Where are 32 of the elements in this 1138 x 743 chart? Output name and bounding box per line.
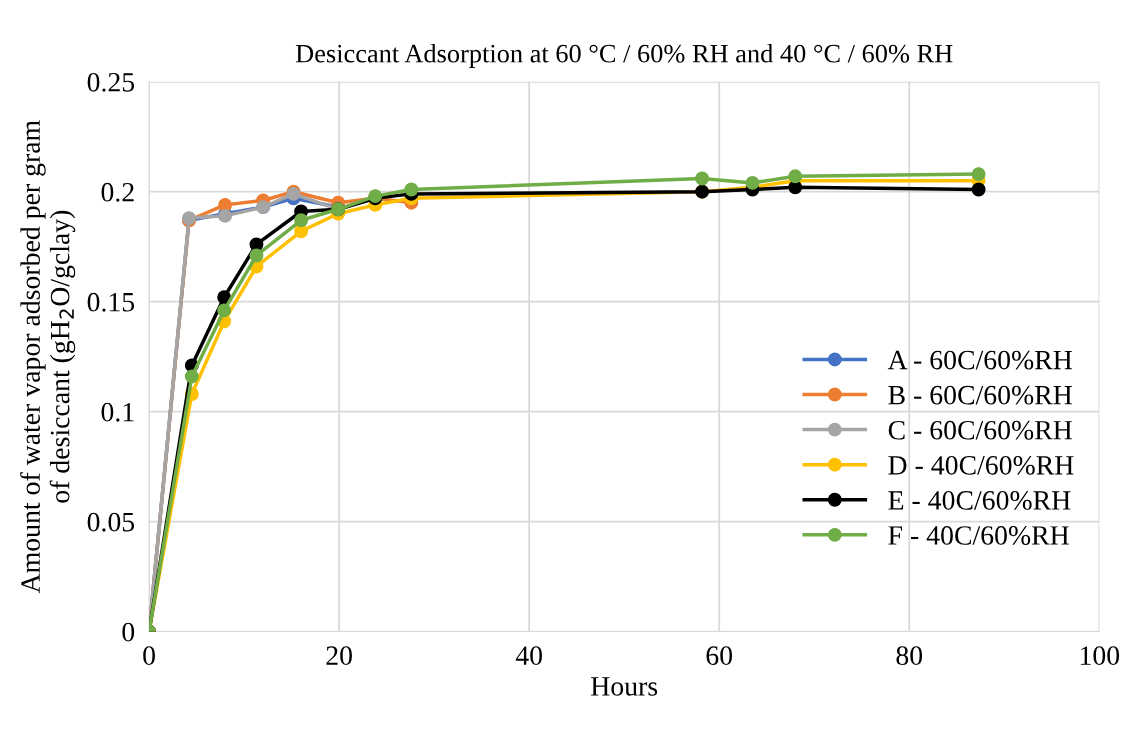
point [971, 182, 986, 197]
x-tick-label: 40 [515, 646, 542, 665]
x-tick-label: 80 [896, 646, 923, 665]
point [745, 175, 760, 190]
y-tick-label: 0.25 [87, 72, 135, 92]
x-tick-label: 20 [326, 646, 352, 665]
y-tick-label: 0.05 [87, 512, 135, 532]
point [695, 171, 710, 186]
legend-label: E - 40C/60%RH [888, 491, 1071, 510]
point [404, 182, 419, 197]
x-tick-label: 0 [143, 646, 155, 665]
y-tick-label: 0.1 [101, 402, 134, 422]
x-axis-title: Hours [591, 677, 658, 696]
chart-title: Desiccant Adsorption at 60 °C / 60% RH and 40 °C / 60% RH [295, 43, 953, 68]
y-tick-label: 0.2 [101, 182, 134, 202]
point [788, 169, 803, 184]
legend-label: A - 60C/60%RH [887, 350, 1072, 370]
y-tick-label: 0.15 [87, 292, 135, 312]
legend-label: F - 40C/60%RH [888, 526, 1069, 545]
point [971, 167, 986, 182]
point [217, 290, 232, 305]
legend-label: D - 40C/60%RH [888, 455, 1074, 475]
legend-label: B - 60C/60%RH [888, 385, 1072, 405]
x-tick-label: 60 [706, 646, 733, 665]
point [184, 369, 199, 384]
point [217, 303, 232, 318]
point [294, 213, 309, 228]
x-tick-label: 100 [1080, 646, 1120, 665]
y-tick-label: 0 [122, 622, 135, 642]
point [249, 248, 264, 263]
y-axis-title: Amount of water vapor adsorbed per gram of desiccant (gH$_{2}$O/gclay) [20, 120, 76, 594]
legend-label: C - 60C/60%RH [888, 420, 1072, 440]
